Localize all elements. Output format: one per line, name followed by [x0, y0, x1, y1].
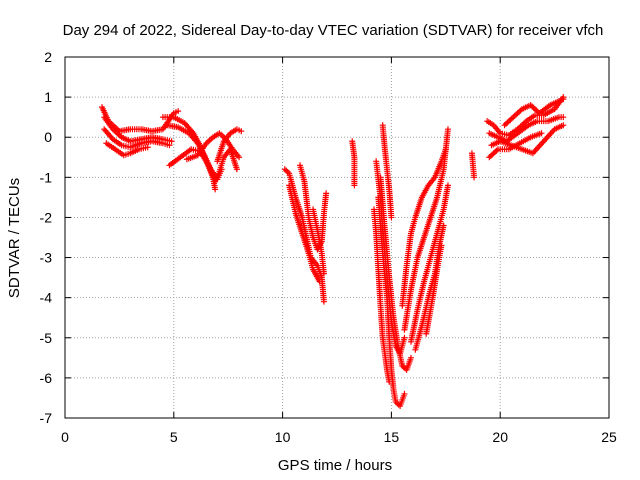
data-point: [444, 182, 451, 189]
y-tick-label: 1: [44, 89, 52, 105]
data-point: [560, 114, 567, 121]
data-point: [388, 214, 395, 221]
x-tick-label: 15: [384, 429, 400, 445]
x-tick-label: 20: [492, 429, 508, 445]
axis-ticks: [64, 56, 610, 419]
data-points: [98, 94, 567, 409]
data-point: [320, 270, 327, 277]
y-axis-title: SDTVAR / TECUs: [6, 178, 23, 298]
chart-title: Day 294 of 2022, Sidereal Day-to-day VTE…: [63, 22, 604, 39]
data-point: [386, 378, 393, 385]
y-tick-label: -7: [40, 410, 53, 426]
y-tick-label: -5: [40, 330, 53, 346]
data-point: [175, 108, 182, 115]
y-tick-labels: -7 -6 -5 -4 -3 -2 -1 0 1 2: [40, 49, 53, 426]
data-point: [444, 126, 451, 133]
data-point: [471, 174, 478, 181]
y-tick-label: -4: [40, 290, 53, 306]
data-point: [407, 354, 414, 361]
data-point: [560, 122, 567, 129]
y-tick-label: 2: [44, 49, 52, 65]
data-point: [233, 166, 240, 173]
data-point: [323, 190, 330, 197]
x-axis-title: GPS time / hours: [278, 457, 392, 474]
data-point: [168, 138, 175, 145]
plot-frame: [64, 56, 610, 419]
data-point: [351, 182, 358, 189]
x-tick-label: 0: [61, 429, 69, 445]
x-tick-labels: 0 5 10 15 20 25: [61, 429, 617, 445]
data-point: [144, 144, 151, 151]
data-point: [166, 142, 173, 149]
data-point: [212, 186, 219, 193]
data-point: [401, 334, 408, 341]
y-tick-label: 0: [44, 129, 52, 145]
data-point: [236, 154, 243, 161]
data-point: [316, 278, 323, 285]
data-point: [401, 390, 408, 397]
y-tick-label: -3: [40, 250, 53, 266]
x-tick-label: 10: [275, 429, 291, 445]
data-point: [238, 128, 245, 135]
x-tick-label: 25: [601, 429, 617, 445]
data-point: [440, 222, 447, 229]
data-point: [438, 242, 445, 249]
y-tick-label: -1: [40, 169, 53, 185]
x-tick-label: 5: [170, 429, 178, 445]
data-point: [538, 130, 545, 137]
y-tick-label: -2: [40, 209, 53, 225]
data-point: [320, 298, 327, 305]
data-point: [560, 96, 567, 103]
y-tick-label: -6: [40, 370, 53, 386]
